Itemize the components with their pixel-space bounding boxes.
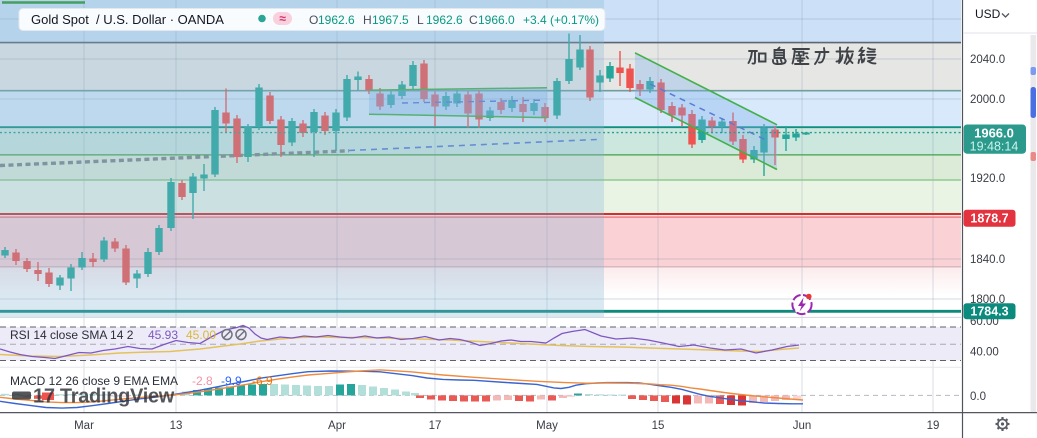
svg-text:-9.9: -9.9 [221, 374, 242, 388]
svg-text:-2.8: -2.8 [192, 374, 213, 388]
svg-text:1962.6: 1962.6 [426, 13, 463, 27]
svg-text:1920.0: 1920.0 [970, 173, 1005, 185]
svg-text:H: H [363, 13, 372, 27]
svg-text:RSI 14 close SMA 14 2: RSI 14 close SMA 14 2 [10, 328, 134, 342]
svg-text:Apr: Apr [328, 420, 346, 432]
svg-text:1878.7: 1878.7 [970, 212, 1008, 226]
svg-text:O: O [309, 13, 318, 27]
svg-text:0.0: 0.0 [970, 391, 986, 403]
svg-text:-6.9: -6.9 [252, 374, 273, 388]
svg-text:≈: ≈ [279, 12, 286, 26]
svg-text:19:48:14: 19:48:14 [970, 140, 1019, 154]
svg-text:45.00: 45.00 [186, 328, 216, 342]
svg-text:13: 13 [170, 420, 183, 432]
svg-text:USD: USD [975, 7, 1001, 21]
svg-text:MACD 12 26 close 9 EMA EMA: MACD 12 26 close 9 EMA EMA [10, 374, 178, 388]
svg-text:Mar: Mar [74, 420, 94, 432]
svg-text:May: May [536, 420, 558, 432]
svg-text:15: 15 [652, 420, 665, 432]
svg-text:17 TradingView: 17 TradingView [33, 386, 175, 408]
svg-text:1966.0: 1966.0 [478, 13, 515, 27]
svg-text:1800.0: 1800.0 [970, 294, 1005, 306]
svg-text:40.00: 40.00 [970, 347, 999, 359]
svg-text:L: L [417, 13, 424, 27]
svg-text:Gold Spot / U.S. Dollar · OAN: Gold Spot / U.S. Dollar · OANDA [31, 12, 224, 27]
svg-text:19: 19 [927, 420, 940, 432]
svg-text:1784.3: 1784.3 [970, 305, 1008, 319]
svg-text:2040.0: 2040.0 [970, 54, 1005, 66]
svg-text:+3.4 (+0.17%): +3.4 (+0.17%) [523, 13, 599, 27]
svg-text:17: 17 [429, 420, 442, 432]
svg-text:1840.0: 1840.0 [970, 254, 1005, 266]
svg-text:1962.6: 1962.6 [318, 13, 355, 27]
svg-text:2000.0: 2000.0 [970, 94, 1005, 106]
svg-text:C: C [469, 13, 478, 27]
svg-text:1967.5: 1967.5 [372, 13, 409, 27]
svg-text:Jun: Jun [793, 420, 812, 432]
svg-text:45.93: 45.93 [148, 328, 178, 342]
svg-text:1966.0: 1966.0 [974, 126, 1014, 141]
